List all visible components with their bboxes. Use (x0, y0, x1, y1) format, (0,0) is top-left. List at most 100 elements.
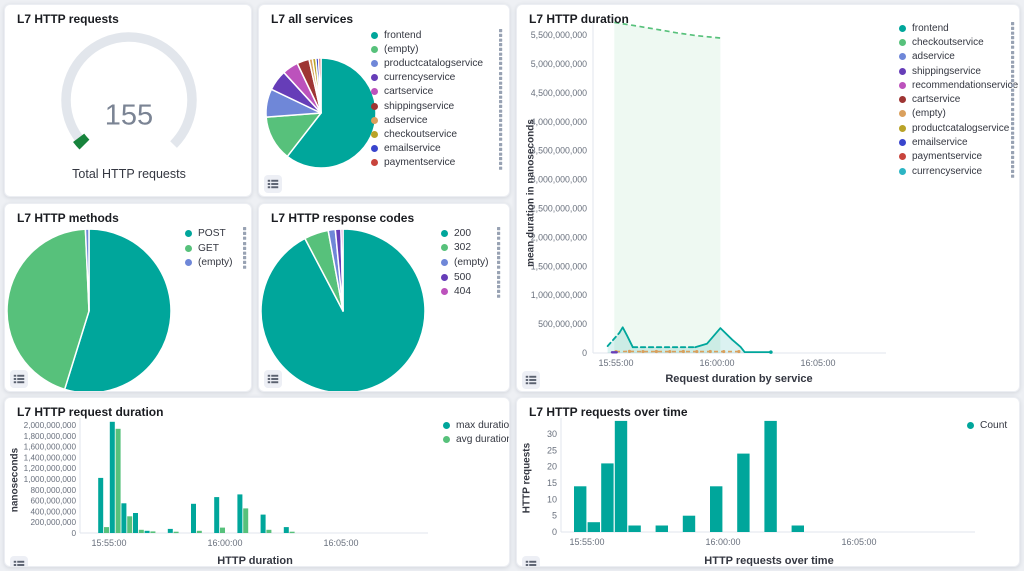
legend-item[interactable]: currencyservice (371, 71, 503, 85)
legend-item-options-button[interactable] (499, 128, 503, 142)
legend-item[interactable]: paymentservice (899, 150, 1015, 164)
legend-item-label[interactable]: productcatalogservice (912, 122, 1010, 134)
legend-item-options-button[interactable] (497, 241, 501, 255)
legend-item-options-button[interactable] (1011, 93, 1015, 107)
legend-item-options-button[interactable] (499, 57, 503, 71)
legend-item-label[interactable]: max duration (456, 419, 510, 431)
bar-max-duration[interactable] (191, 503, 196, 533)
legend-item[interactable]: productcatalogservice (371, 56, 503, 71)
legend-item-options-button[interactable] (1011, 107, 1015, 121)
legend-item[interactable]: 302 (441, 241, 501, 256)
bar-avg-duration[interactable] (289, 531, 295, 534)
legend-item-label[interactable]: frontend (384, 29, 422, 41)
legend-item-options-button[interactable] (499, 142, 503, 156)
legend-item-label[interactable]: POST (198, 227, 226, 239)
legend-item-label[interactable]: Count (980, 419, 1008, 431)
legend-item-label[interactable]: (empty) (912, 108, 946, 120)
legend-item[interactable]: Count (967, 418, 1019, 432)
bar-avg-duration[interactable] (220, 527, 225, 533)
legend-item-label[interactable]: emailservice (912, 137, 968, 149)
legend-item[interactable]: recommendationservice (899, 78, 1018, 92)
bar-max-duration[interactable] (109, 421, 115, 533)
legend-item[interactable]: cartservice (899, 92, 1015, 107)
legend-item[interactable]: (empty) (441, 255, 501, 270)
legend-item[interactable]: adservice (371, 113, 503, 127)
bar-avg-duration[interactable] (138, 529, 144, 533)
legend-item[interactable]: frontend (899, 21, 1015, 35)
legend-item-label[interactable]: currencyservice (912, 165, 983, 177)
legend-item-options-button[interactable] (243, 227, 247, 240)
legend-item[interactable]: checkoutservice (899, 35, 1015, 50)
legend-item[interactable]: emailservice (899, 135, 1015, 150)
legend-item-options-button[interactable] (499, 29, 503, 42)
bar-Count[interactable] (791, 525, 804, 533)
pie-slice-empty[interactable] (84, 228, 90, 312)
legend-item-options-button[interactable] (497, 256, 501, 269)
legend-item-options-button[interactable] (499, 114, 503, 127)
legend-item-options-button[interactable] (1011, 164, 1015, 178)
legend-item-options-button[interactable] (1011, 136, 1015, 150)
bar-max-duration[interactable] (98, 477, 104, 533)
legend-item-options-button[interactable] (1011, 150, 1015, 164)
legend-item[interactable]: adservice (899, 50, 1015, 64)
legend-item[interactable]: 404 (441, 284, 501, 299)
legend-item[interactable]: checkoutservice (371, 127, 503, 142)
bar-max-duration[interactable] (167, 528, 173, 533)
legend-item-options-button[interactable] (499, 43, 503, 56)
bar-max-duration[interactable] (121, 503, 127, 533)
pie-slice-paymentservice[interactable] (317, 57, 322, 114)
bar-Count[interactable] (587, 522, 600, 532)
pie-slice-GET[interactable] (6, 228, 90, 391)
legend-item-label[interactable]: 200 (454, 227, 471, 239)
legend-item-options-button[interactable] (497, 227, 501, 240)
legend-item[interactable]: max duration (443, 418, 509, 432)
bar-Count[interactable] (655, 525, 668, 533)
bar-avg-duration[interactable] (150, 531, 156, 533)
legend-item-options-button[interactable] (1011, 64, 1015, 78)
legend-item-options-button[interactable] (243, 241, 247, 255)
legend-item-label[interactable]: paymentservice (384, 157, 456, 169)
legend-item-label[interactable]: paymentservice (912, 151, 983, 163)
bar-Count[interactable] (764, 420, 777, 532)
legend-item-options-button[interactable] (243, 256, 247, 270)
legend-item-label[interactable]: productcatalogservice (384, 57, 484, 69)
bar-max-duration[interactable] (260, 514, 266, 533)
bar-Count[interactable] (601, 463, 614, 532)
bar-Count[interactable] (710, 486, 723, 532)
legend-item-label[interactable]: (empty) (198, 257, 233, 269)
legend-item-options-button[interactable] (1011, 122, 1015, 135)
legend-item-label[interactable]: frontend (912, 22, 949, 34)
legend-toggle-button[interactable] (522, 371, 540, 389)
legend-item[interactable]: avg duration (443, 432, 509, 446)
bar-avg-duration[interactable] (104, 527, 109, 533)
legend-item-label[interactable]: cartservice (384, 86, 434, 98)
bar-avg-duration[interactable] (266, 529, 272, 533)
legend-item[interactable]: (empty) (371, 42, 503, 56)
bar-max-duration[interactable] (133, 513, 138, 533)
legend-item-options-button[interactable] (1011, 22, 1015, 35)
legend-toggle-button[interactable] (10, 370, 28, 388)
legend-item-options-button[interactable] (1011, 36, 1015, 50)
legend-item[interactable]: paymentservice (371, 156, 503, 170)
legend-item[interactable]: POST (185, 226, 247, 241)
legend-toggle-button[interactable] (264, 175, 282, 193)
legend-item-label[interactable]: 500 (454, 271, 471, 283)
legend-item[interactable]: shippingservice (899, 64, 1015, 78)
bar-avg-duration[interactable] (173, 531, 179, 534)
legend-item-options-button[interactable] (497, 270, 501, 284)
pie-slice-404[interactable] (340, 228, 344, 312)
legend-item[interactable]: (empty) (899, 107, 1015, 121)
legend-item-label[interactable]: GET (198, 242, 219, 254)
legend-item-options-button[interactable] (499, 85, 503, 99)
legend-item[interactable]: 500 (441, 270, 501, 285)
bar-avg-duration[interactable] (243, 508, 249, 533)
legend-item-label[interactable]: adservice (384, 114, 428, 126)
bar-avg-duration[interactable] (115, 428, 121, 533)
bar-max-duration[interactable] (283, 527, 289, 533)
bar-Count[interactable] (574, 486, 587, 532)
bar-max-duration[interactable] (144, 530, 150, 533)
legend-toggle-button[interactable] (522, 556, 540, 566)
bar-Count[interactable] (737, 453, 750, 532)
legend-item[interactable]: currencyservice (899, 164, 1015, 178)
bar-avg-duration[interactable] (127, 516, 133, 533)
